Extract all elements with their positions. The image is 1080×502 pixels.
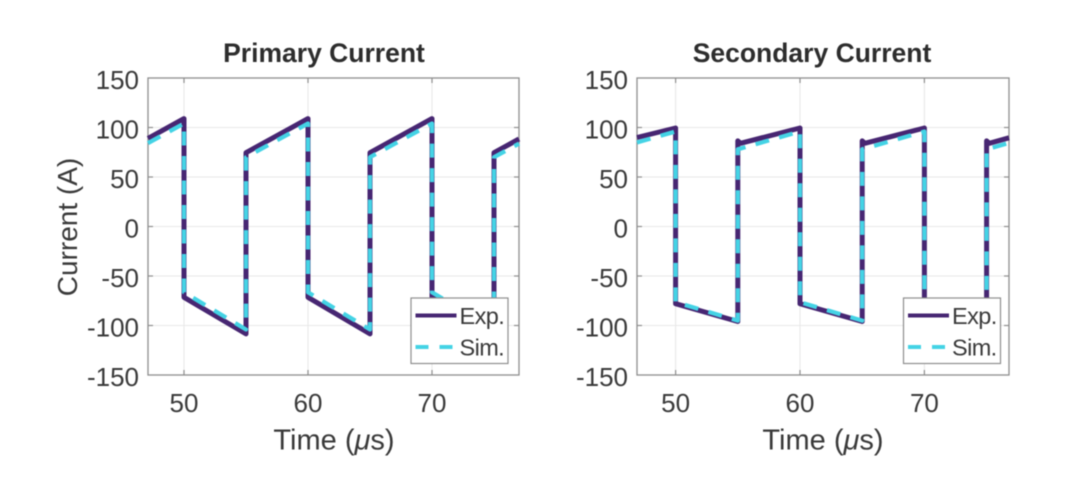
- svg-text:-150: -150: [87, 362, 139, 392]
- svg-text:Primary Current: Primary Current: [223, 38, 425, 68]
- svg-text:60: 60: [786, 388, 815, 418]
- svg-text:Sim.: Sim.: [460, 335, 505, 361]
- svg-text:Time (μs): Time (μs): [273, 425, 394, 457]
- svg-text:100: 100: [96, 115, 139, 145]
- svg-text:Sim.: Sim.: [952, 335, 997, 361]
- svg-text:50: 50: [110, 164, 139, 194]
- svg-text:150: 150: [96, 65, 139, 95]
- svg-text:100: 100: [585, 115, 628, 145]
- svg-text:0: 0: [614, 214, 628, 244]
- svg-text:50: 50: [170, 388, 199, 418]
- svg-text:-100: -100: [576, 313, 628, 343]
- svg-text:Secondary Current: Secondary Current: [693, 38, 932, 68]
- svg-text:Exp.: Exp.: [952, 303, 997, 329]
- svg-text:70: 70: [418, 388, 447, 418]
- svg-text:50: 50: [599, 164, 628, 194]
- svg-text:-50: -50: [101, 263, 139, 293]
- svg-text:-50: -50: [590, 263, 628, 293]
- svg-text:70: 70: [910, 388, 939, 418]
- svg-text:150: 150: [585, 65, 628, 95]
- svg-text:50: 50: [661, 388, 690, 418]
- svg-text:60: 60: [294, 388, 323, 418]
- svg-text:Time (μs): Time (μs): [762, 425, 883, 457]
- svg-text:Current (A): Current (A): [52, 158, 83, 296]
- svg-text:-100: -100: [87, 313, 139, 343]
- svg-text:-150: -150: [576, 362, 628, 392]
- svg-text:0: 0: [125, 214, 139, 244]
- svg-text:Exp.: Exp.: [460, 303, 505, 329]
